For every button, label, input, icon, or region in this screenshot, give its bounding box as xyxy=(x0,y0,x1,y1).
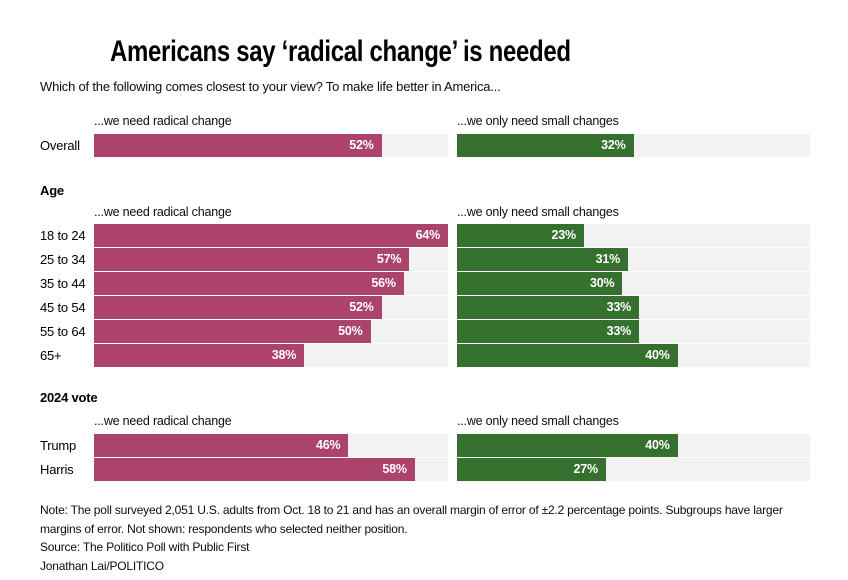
small-bar-value: 33% xyxy=(606,300,632,314)
radical-bar-value: 46% xyxy=(316,438,341,452)
poll-question: Which of the following comes closest to … xyxy=(40,79,501,94)
footer-note: Note: The poll surveyed 2,051 U.S. adult… xyxy=(40,503,783,536)
small-bar-value: 40% xyxy=(645,438,670,452)
small-bar: 23% xyxy=(457,224,584,247)
small-bar-value: 40% xyxy=(645,348,670,362)
row-label: 18 to 24 xyxy=(40,228,86,243)
small-bar-value: 33% xyxy=(606,324,632,338)
small-bar-value: 30% xyxy=(590,276,615,290)
column-header-radical: ...we need radical change xyxy=(94,205,232,219)
radical-bar-value: 50% xyxy=(338,324,363,338)
chart-row-harris: Harris 58% 27% xyxy=(0,458,848,481)
row-label: 55 to 64 xyxy=(40,324,86,339)
radical-bar: 46% xyxy=(94,434,349,457)
small-bar-track: 30% xyxy=(457,272,810,295)
row-label: Harris xyxy=(40,462,74,477)
radical-bar-value: 64% xyxy=(415,228,441,242)
small-bar-track: 31% xyxy=(457,248,810,271)
column-header-radical: ...we need radical change xyxy=(94,114,232,128)
radical-bar: 38% xyxy=(94,344,305,367)
radical-bar-value: 58% xyxy=(382,462,407,476)
small-bar-track: 32% xyxy=(457,134,810,157)
row-label: 65+ xyxy=(40,348,62,363)
radical-bar: 58% xyxy=(94,458,415,481)
small-bar: 32% xyxy=(457,134,634,157)
section-header-age: Age xyxy=(40,183,64,198)
radical-bar-track: 57% xyxy=(94,248,448,271)
chart-row-45-54: 45 to 54 52% 33% xyxy=(0,296,848,319)
small-bar-value: 23% xyxy=(551,228,576,242)
row-label: Trump xyxy=(40,438,77,453)
radical-bar-track: 52% xyxy=(94,134,448,157)
section-header-2024-vote: 2024 vote xyxy=(40,390,98,405)
column-header-small: ...we only need small changes xyxy=(457,414,619,428)
radical-bar-track: 38% xyxy=(94,344,448,367)
chart-row-35-44: 35 to 44 56% 30% xyxy=(0,272,848,295)
small-bar: 40% xyxy=(457,344,678,367)
radical-bar-value: 52% xyxy=(349,300,374,314)
radical-bar: 57% xyxy=(94,248,410,271)
small-bar-track: 27% xyxy=(457,458,810,481)
footer-source: Source: The Politico Poll with Public Fi… xyxy=(40,540,250,554)
row-label: Overall xyxy=(40,138,80,153)
radical-bar: 52% xyxy=(94,296,382,319)
small-bar: 27% xyxy=(457,458,606,481)
radical-bar-track: 50% xyxy=(94,320,448,343)
column-header-radical: ...we need radical change xyxy=(94,414,232,428)
small-bar-track: 33% xyxy=(457,296,810,319)
row-label: 45 to 54 xyxy=(40,300,86,315)
small-bar: 33% xyxy=(457,320,640,343)
radical-bar-value: 56% xyxy=(371,276,396,290)
small-bar-track: 40% xyxy=(457,344,810,367)
chart-row-overall: Overall 52% 32% xyxy=(0,134,848,157)
column-header-small: ...we only need small changes xyxy=(457,205,619,219)
footer: Note: The poll surveyed 2,051 U.S. adult… xyxy=(40,501,824,575)
radical-bar-track: 64% xyxy=(94,224,448,247)
radical-bar-track: 58% xyxy=(94,458,448,481)
small-bar-track: 23% xyxy=(457,224,810,247)
small-bar-track: 40% xyxy=(457,434,810,457)
radical-bar: 52% xyxy=(94,134,382,157)
small-bar-value: 31% xyxy=(595,252,621,266)
radical-bar-track: 56% xyxy=(94,272,448,295)
radical-bar-value: 52% xyxy=(349,138,374,152)
chart-row-25-34: 25 to 34 57% 31% xyxy=(0,248,848,271)
row-label: 35 to 44 xyxy=(40,276,86,291)
column-header-small: ...we only need small changes xyxy=(457,114,619,128)
small-bar: 40% xyxy=(457,434,678,457)
chart-row-55-64: 55 to 64 50% 33% xyxy=(0,320,848,343)
row-label: 25 to 34 xyxy=(40,252,86,267)
small-bar: 33% xyxy=(457,296,640,319)
small-bar-value: 32% xyxy=(601,138,626,152)
radical-bar-value: 57% xyxy=(376,252,402,266)
page-title: Americans say ‘radical change’ is needed xyxy=(110,35,571,69)
radical-bar-value: 38% xyxy=(271,348,297,362)
chart-row-65plus: 65+ 38% 40% xyxy=(0,344,848,367)
radical-bar: 50% xyxy=(94,320,371,343)
footer-byline: Jonathan Lai/POLITICO xyxy=(40,558,164,573)
chart-row-trump: Trump 46% 40% xyxy=(0,434,848,457)
radical-bar: 64% xyxy=(94,224,448,247)
radical-bar-track: 46% xyxy=(94,434,448,457)
chart-row-18-24: 18 to 24 64% 23% xyxy=(0,224,848,247)
small-bar-track: 33% xyxy=(457,320,810,343)
small-bar-value: 27% xyxy=(573,462,599,476)
radical-bar: 56% xyxy=(94,272,404,295)
small-bar: 31% xyxy=(457,248,628,271)
small-bar: 30% xyxy=(457,272,623,295)
radical-bar-track: 52% xyxy=(94,296,448,319)
